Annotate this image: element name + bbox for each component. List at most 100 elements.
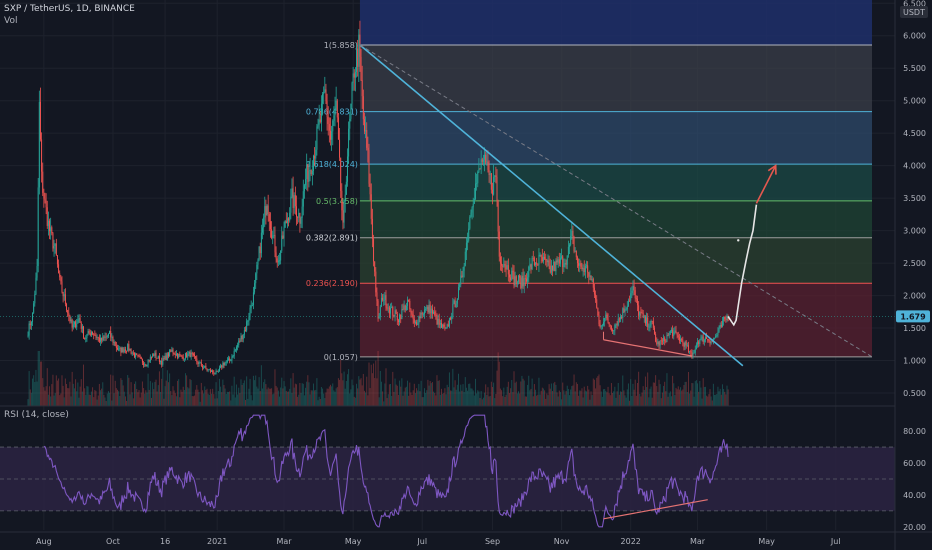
candle-body [711,341,713,343]
candle-body [445,327,447,329]
volume-label[interactable]: Vol [4,16,18,26]
candle-body [407,299,409,306]
candle-body [685,341,687,346]
candle-body [184,353,186,359]
volume-bar [211,393,213,406]
volume-bar [292,373,294,406]
volume-bar [557,396,559,406]
volume-bar [53,395,55,406]
volume-bar [453,387,455,406]
volume-bar [605,390,607,406]
volume-bar [437,380,439,406]
volume-bar [535,389,537,406]
volume-bar [84,388,86,406]
volume-bar [623,390,625,406]
fibonacci-retracement[interactable]: 1(5.858) 0.786(4.831) 0.618(4.024) 0.5(3.45… [306,0,873,362]
volume-bar [335,388,337,406]
candle-body [315,149,317,159]
candle-body [212,370,214,373]
volume-bar [399,380,401,406]
candle-body [284,221,286,228]
volume-bar [81,391,83,406]
volume-bar [598,374,600,406]
candle-body [516,281,518,283]
volume-bar [448,372,450,406]
candle-body [680,338,682,342]
candle-body [246,321,248,331]
volume-bar [572,385,574,406]
symbol-title[interactable]: SXP / TetherUS, 1D, BINANCE [4,4,135,14]
volume-bar [655,375,657,406]
candle-body [306,164,308,180]
volume-bar [495,393,497,406]
candle-body [700,337,702,340]
target-arrow-head [767,164,777,175]
drawings[interactable] [0,44,895,367]
candle-body [164,355,166,359]
candle-body [426,306,428,310]
candle-body [394,310,396,317]
volume-bar [613,391,615,406]
candle-body [417,323,419,325]
volume-bar [94,389,96,406]
volume-bar [616,391,618,406]
volume-bar [132,398,134,406]
volume-bar [547,395,549,406]
dashed-diagonal-line[interactable] [359,44,873,358]
candle-body [400,315,402,320]
volume-bar [116,389,118,406]
volume-bar [603,389,605,406]
volume-bar [670,396,672,406]
volume-bar [140,392,142,406]
target-arrow-shaft[interactable] [755,165,777,204]
volume-bar [661,392,663,406]
candle-body [107,333,109,337]
projected-price-path[interactable] [727,204,758,327]
volume-bar [562,382,564,406]
volume-bar [365,392,367,406]
candle-body [657,341,659,345]
volume-bar [203,393,205,406]
price-divergence-line[interactable] [603,339,692,357]
currency-badge[interactable] [900,6,928,18]
candle-body [661,340,663,342]
symbol-legend[interactable]: SXP / TetherUS, 1D, BINANCE [4,4,135,14]
candle-body [233,350,235,357]
price-tick-label: 3.500 [903,194,926,203]
candle-body [162,358,164,365]
candle-body [677,335,679,338]
volume-bar [36,381,38,406]
volume-bar [269,388,271,406]
candle-body [106,336,108,337]
candle-body [439,322,441,325]
volume-bar [234,397,236,406]
rsi-divergence-line[interactable] [603,499,708,520]
price-tick-label: 3.000 [903,227,926,236]
volume-bar [581,388,583,406]
candle-body [652,321,654,328]
volume-bar [553,383,555,406]
candle-body [624,309,626,312]
candle-body [135,353,137,358]
descending-trendline[interactable] [359,44,744,367]
candle-body [707,338,709,341]
candle-body [285,221,287,224]
volume-bar [555,384,557,406]
volume-bar [459,391,461,406]
candle-body [165,355,167,360]
candle-body [295,206,297,217]
candle-body [478,168,480,172]
current-price-badge[interactable] [896,310,930,323]
candle-body [456,298,458,304]
volume-bar [622,375,624,406]
volume-legend[interactable]: Vol [4,16,17,26]
rsi-title[interactable]: RSI (14, close) [4,410,69,420]
volume-bar [378,397,380,406]
volume-bar [641,392,643,406]
rsi-legend[interactable]: RSI (14, close) [4,410,69,420]
volume-bar [239,393,241,406]
volume-bar [528,375,530,406]
volume-bar [416,388,418,406]
volume-bar [653,382,655,406]
volume-bar [525,396,527,406]
